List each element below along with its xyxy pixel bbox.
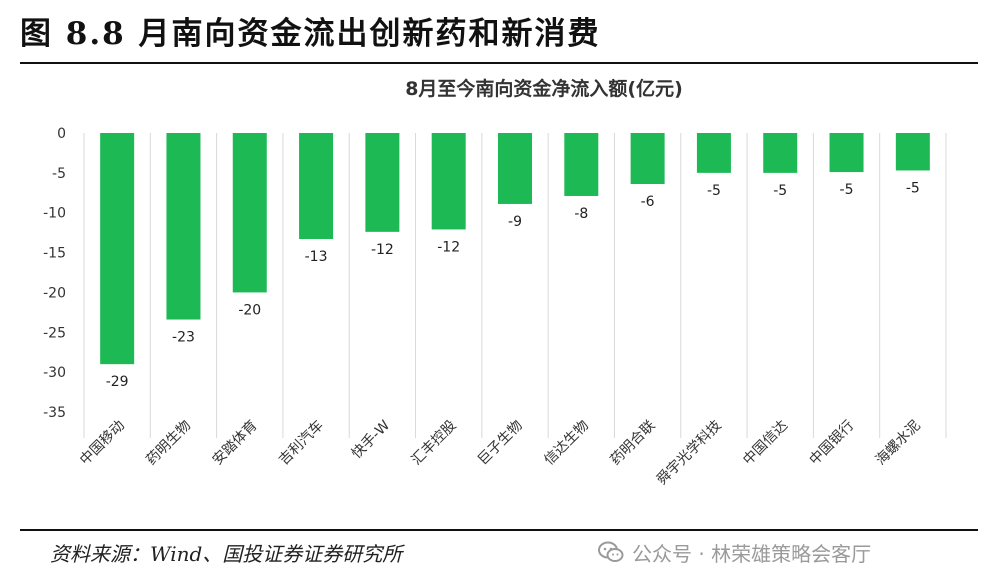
chart-title: 8月至今南向资金净流入额(亿元) [405,77,683,100]
watermark-text: 公众号 · 林荣雄策略会客厅 [632,541,872,566]
data-label: -9 [508,214,522,230]
category-label: 海螺水泥 [873,418,924,469]
bar [431,133,466,230]
bar-chart: 8月至今南向资金净流入额(亿元) 0 -5 -10 -15 -20 -25 -30 -35 -… [43,77,947,488]
data-label: -5 [707,183,721,199]
data-label: -13 [305,249,328,265]
data-label: -5 [773,183,787,199]
y-tick-label: -35 [43,405,66,421]
y-tick-label: -20 [43,285,66,301]
watermark: 公众号 · 林荣雄策略会客厅 [598,538,871,566]
category-label: 舜宇光学科技 [654,418,725,489]
category-label: 信达生物 [541,418,592,469]
bar [763,133,798,173]
figure-title: 图 8.8 月南向资金流出创新药和新消费 [20,16,601,52]
category-label: 汇丰控股 [409,418,460,469]
chart-area: 8月至今南向资金净流入额(亿元) 0 -5 -10 -15 -20 -25 -30 -35 -… [22,66,976,526]
category-label: 巨子生物 [475,418,526,469]
bar [365,133,400,232]
y-tick-label: -15 [43,246,66,262]
data-label: -12 [371,242,394,258]
category-label: 药明合联 [608,418,659,469]
bar [630,133,665,185]
y-tick-label: -10 [43,206,66,222]
data-label: -5 [840,182,854,198]
category-label: 中国信达 [740,418,791,469]
data-label: -12 [437,239,460,255]
bar [100,133,135,365]
source-note: 资料来源：Wind、国投证券证券研究所 [50,542,403,566]
y-tick-label: -25 [43,325,66,341]
y-tick-label: 0 [57,126,66,142]
bar [232,133,267,293]
category-label: 安踏体育 [210,418,261,469]
bars [100,133,930,365]
category-label: 中国银行 [806,418,857,469]
bar [564,133,599,196]
category-labels: 中国移动 药明生物 安踏体育 吉利汽车 快手-W 汇丰控股 巨子生物 信达生物 药明合联舜宇光学… [77,417,924,488]
category-label: 药明生物 [143,418,194,469]
y-axis: 0 -5 -10 -15 -20 -25 -30 -35 [43,126,66,421]
data-labels: -29 -23 -20 -13 -12 -12 -9 -8 -6 -5 -5 -5 -5 [106,180,920,390]
y-tick-label: -30 [43,365,66,381]
bar [166,133,201,320]
bar [895,133,930,171]
y-tick-label: -5 [52,166,66,182]
bottom-rule [20,529,978,531]
category-label: 中国移动 [77,418,128,469]
data-label: -29 [106,374,129,390]
bar [299,133,334,240]
data-label: -23 [172,330,195,346]
top-rule [20,62,978,64]
grid-lines [83,133,947,438]
bar [696,133,731,173]
data-label: -5 [906,180,920,196]
data-label: -6 [641,194,655,210]
bar [829,133,864,173]
data-label: -20 [238,302,261,318]
data-label: -8 [574,206,588,222]
category-label: 快手-W [349,417,394,462]
bar [498,133,532,204]
wechat-icon [598,541,624,562]
